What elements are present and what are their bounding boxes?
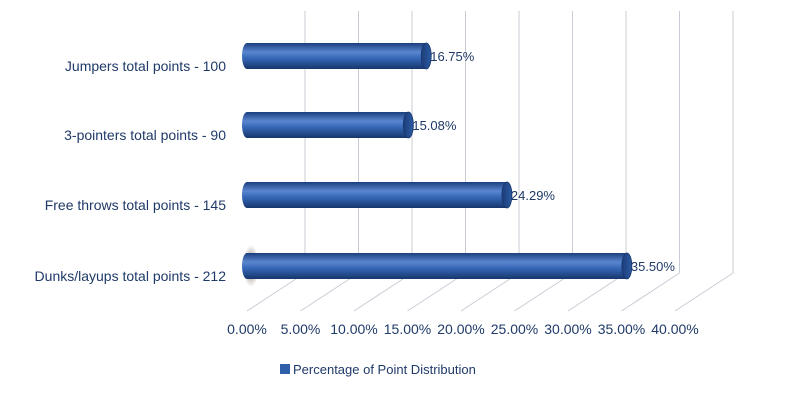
gridline-floor — [246, 272, 306, 312]
gridline-floor — [514, 272, 573, 312]
x-tick-label: 5.00% — [281, 321, 321, 337]
x-tick-label: 10.00% — [330, 321, 377, 337]
category-label: Jumpers total points - 100 — [65, 58, 226, 74]
data-label: 15.08% — [412, 118, 457, 133]
bar — [242, 253, 632, 279]
legend-swatch — [280, 364, 290, 374]
gridline-floor — [407, 272, 466, 312]
bar-end-cap — [501, 181, 513, 209]
bar-end-cap — [621, 252, 633, 280]
gridline-floor — [460, 272, 520, 312]
legend: Percentage of Point Distribution — [280, 362, 476, 377]
category-label: Free throws total points - 145 — [45, 197, 227, 213]
x-tick-label: 35.00% — [598, 321, 645, 337]
category-label: 3-pointers total points - 90 — [64, 127, 226, 143]
gridline-floor — [300, 272, 359, 312]
bar — [242, 182, 512, 208]
gridline-floor — [567, 272, 627, 312]
category-label: Dunks/layups total points - 212 — [35, 268, 227, 284]
legend-label: Percentage of Point Distribution — [293, 362, 476, 377]
x-tick-label: 25.00% — [491, 321, 538, 337]
x-tick-label: 40.00% — [651, 321, 698, 337]
bar-end-cap — [420, 42, 432, 70]
x-tick-label: 15.00% — [384, 321, 431, 337]
x-tick-label: 0.00% — [227, 321, 267, 337]
gridline-floor — [621, 272, 680, 312]
bar-end-cap — [402, 111, 414, 139]
bar — [242, 43, 432, 69]
data-label: 35.50% — [631, 259, 676, 274]
data-label: 16.75% — [430, 49, 475, 64]
gridline-floor — [353, 272, 413, 312]
data-label: 24.29% — [511, 188, 556, 203]
x-tick-label: 30.00% — [544, 321, 591, 337]
bar — [242, 112, 414, 138]
x-tick-label: 20.00% — [437, 321, 484, 337]
gridline-floor — [674, 272, 734, 312]
